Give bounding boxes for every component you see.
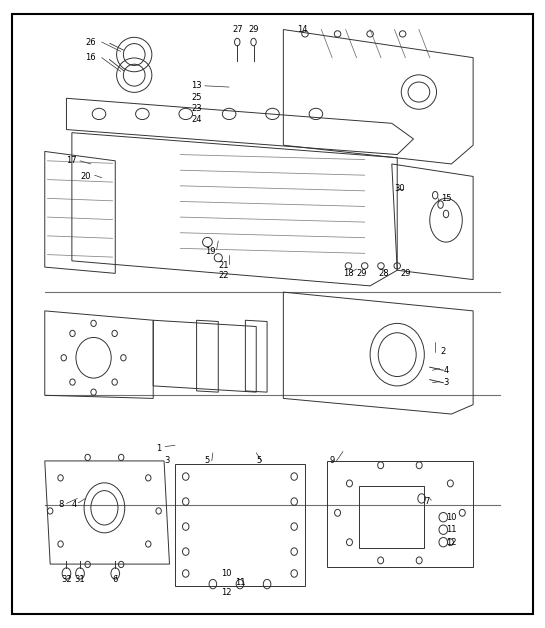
Text: 32: 32: [61, 575, 72, 584]
Text: 4: 4: [444, 365, 449, 375]
Text: 10: 10: [221, 569, 232, 578]
Text: 13: 13: [191, 81, 202, 90]
Bar: [359, 486, 425, 548]
Text: 10: 10: [446, 512, 457, 522]
Text: 5: 5: [256, 457, 262, 465]
Text: 18: 18: [343, 269, 354, 278]
Text: 29: 29: [400, 269, 410, 278]
Text: 31: 31: [75, 575, 86, 584]
Text: 20: 20: [80, 172, 90, 181]
Text: 3: 3: [443, 378, 449, 387]
Text: 4: 4: [72, 500, 77, 509]
Text: 27: 27: [232, 25, 243, 34]
Text: 3: 3: [164, 457, 169, 465]
Text: 6: 6: [113, 575, 118, 584]
Ellipse shape: [251, 38, 256, 46]
Text: 26: 26: [86, 38, 96, 46]
Text: 7: 7: [425, 497, 429, 506]
Text: 12: 12: [446, 538, 457, 547]
Text: 15: 15: [441, 194, 451, 203]
Text: 9: 9: [330, 457, 335, 465]
Text: 25: 25: [191, 92, 202, 102]
Text: 30: 30: [395, 185, 405, 193]
Text: 28: 28: [378, 269, 389, 278]
Text: 29: 29: [249, 25, 259, 34]
Text: 11: 11: [235, 578, 245, 587]
Text: 17: 17: [66, 156, 77, 165]
Text: 5: 5: [205, 457, 210, 465]
Text: 8: 8: [58, 500, 64, 509]
Text: 1: 1: [156, 444, 161, 453]
Text: 2: 2: [441, 347, 446, 356]
Text: 12: 12: [221, 588, 232, 597]
Text: 21: 21: [219, 261, 229, 270]
Text: 11: 11: [446, 525, 457, 534]
Text: 22: 22: [219, 271, 229, 279]
Text: 19: 19: [205, 247, 215, 256]
Text: 29: 29: [357, 269, 367, 278]
Text: 23: 23: [191, 104, 202, 113]
Text: 16: 16: [86, 53, 96, 62]
Text: 24: 24: [191, 115, 202, 124]
Text: 14: 14: [297, 25, 307, 34]
Ellipse shape: [234, 38, 240, 46]
